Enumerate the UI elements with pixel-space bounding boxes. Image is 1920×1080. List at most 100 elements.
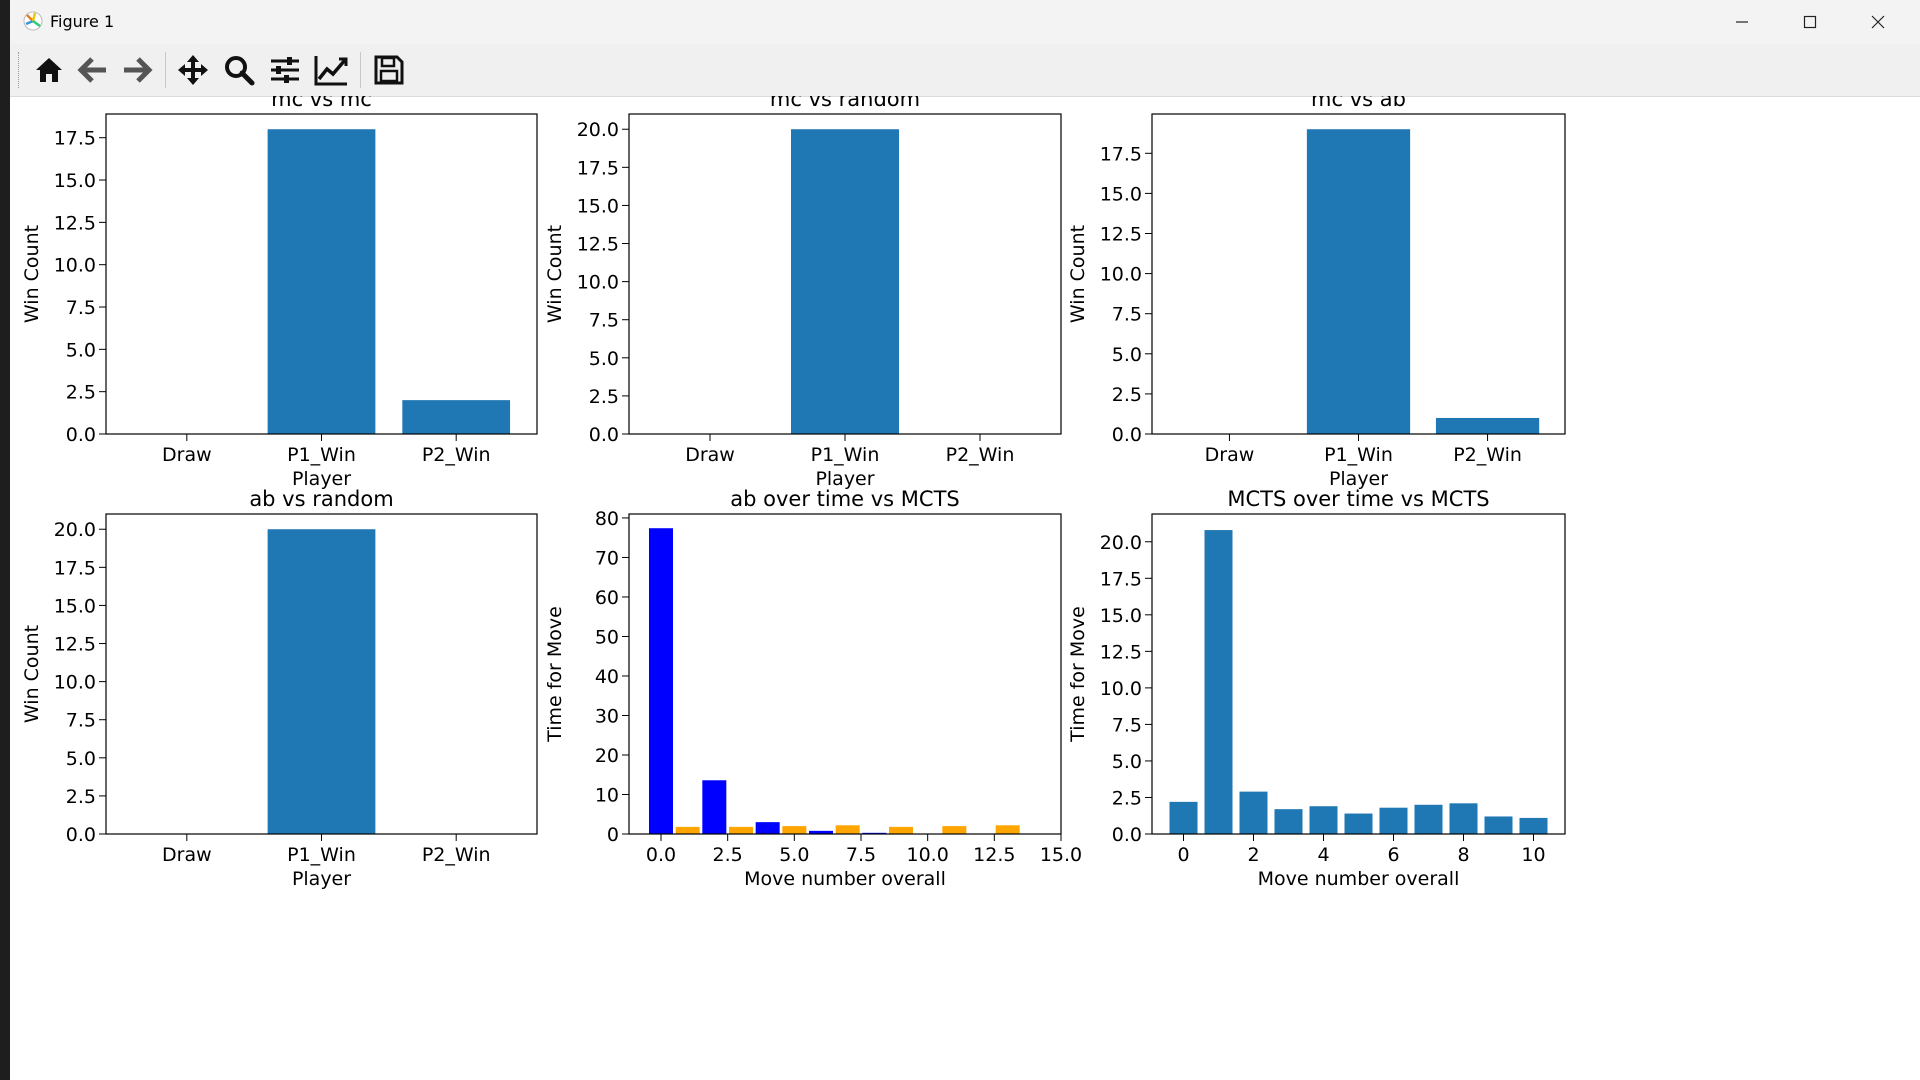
save-button[interactable] [368, 50, 410, 90]
subplot-mc-vs-random: mc vs random Player Win Count 0.0 2.5 5.0 7.5 1… [544, 96, 1062, 490]
x-tick-label: P2_Win [422, 444, 491, 466]
x-tick-label: 10.0 [907, 844, 949, 866]
x-tick-label: P1_Win [287, 444, 356, 466]
y-tick-label: 7.5 [1112, 304, 1142, 326]
y-axis-label: Time for Move [1067, 606, 1089, 743]
x-tick-label: P1_Win [1324, 444, 1393, 466]
y-tick-label: 30 [595, 705, 619, 727]
bar [1414, 804, 1443, 834]
bar [1204, 530, 1233, 834]
y-tick-label: 15.0 [1100, 605, 1142, 627]
line-chart-icon [314, 56, 348, 86]
navigation-toolbar [10, 44, 1920, 97]
x-tick-label: P1_Win [811, 444, 880, 466]
y-tick-label: 7.5 [1112, 714, 1142, 736]
axes-frame [1151, 513, 1566, 835]
axes-frame [628, 113, 1062, 435]
x-tick-label: 0.0 [646, 844, 676, 866]
bar-p1_win [1306, 129, 1411, 434]
window-title: Figure 1 [50, 12, 115, 31]
bar [1274, 809, 1303, 834]
bar-orange [729, 826, 753, 834]
home-button[interactable] [28, 50, 70, 90]
x-tick-label: Draw [162, 444, 212, 466]
magnifier-icon [225, 56, 255, 86]
configure-subplots-button[interactable] [264, 50, 306, 90]
x-tick-label: 0 [1177, 844, 1189, 866]
x-tick-label: Draw [685, 444, 735, 466]
bar [1239, 791, 1268, 834]
y-tick-label: 15.0 [54, 595, 96, 617]
bar-blue [649, 528, 673, 834]
bar-orange [889, 826, 913, 834]
y-tick-label: 17.5 [577, 157, 619, 179]
toolbar-grip [18, 52, 21, 88]
y-axis-label: Win Count [544, 225, 566, 323]
chart-title: mc vs random [770, 96, 920, 111]
y-axis-label: Win Count [21, 225, 43, 323]
bar [1519, 817, 1548, 834]
bar [1344, 813, 1373, 834]
y-tick-label: 10.0 [1100, 678, 1142, 700]
maximize-button[interactable] [1776, 0, 1844, 44]
y-axis-label: Win Count [1067, 225, 1089, 323]
bar-p1_win [267, 129, 376, 434]
bar-p2_win [1435, 417, 1540, 434]
edit-axis-button[interactable] [310, 50, 352, 90]
y-tick-label: 50 [595, 626, 619, 648]
y-tick-label: 15.0 [577, 195, 619, 217]
forward-button[interactable] [116, 50, 158, 90]
x-tick-label: 12.5 [973, 844, 1015, 866]
y-tick-label: 12.5 [54, 634, 96, 656]
figure-window: Figure 1 [10, 0, 1920, 1080]
bar-p1_win [791, 129, 899, 434]
zoom-button[interactable] [218, 50, 260, 90]
y-tick-label: 20 [595, 745, 619, 767]
y-tick-label: 5.0 [589, 348, 619, 370]
y-tick-label: 40 [595, 666, 619, 688]
toolbar-separator [165, 52, 166, 88]
sliders-icon [271, 57, 299, 83]
bar [1379, 807, 1408, 834]
bar [1484, 816, 1513, 834]
bar-orange [782, 826, 807, 834]
x-tick-label: P2_Win [422, 844, 491, 866]
close-button[interactable] [1844, 0, 1912, 44]
bar-orange [942, 826, 967, 834]
home-icon [36, 58, 62, 82]
bar [1169, 801, 1198, 834]
bar [1449, 803, 1478, 834]
x-tick-label: P2_Win [1453, 444, 1522, 466]
chart-title: ab vs random [249, 487, 393, 511]
x-tick-label: 6 [1387, 844, 1399, 866]
y-tick-label: 70 [595, 547, 619, 569]
arrow-right-icon [124, 57, 153, 83]
bar-orange [835, 825, 860, 834]
x-tick-label: 4 [1317, 844, 1329, 866]
y-tick-label: 0.0 [589, 424, 619, 446]
y-tick-label: 17.5 [1100, 568, 1142, 590]
y-tick-label: 0.0 [66, 424, 96, 446]
y-tick-label: 7.5 [589, 310, 619, 332]
x-axis-label: Player [292, 468, 351, 490]
bar-orange [995, 825, 1020, 834]
subplot-mc-vs-ab: mc vs ab Player Win Count 0.0 2.5 5.0 7.5 10.0 1… [1067, 96, 1566, 490]
x-tick-label: 2.5 [713, 844, 743, 866]
x-tick-label: P1_Win [287, 844, 356, 866]
y-tick-label: 2.5 [66, 382, 96, 404]
y-tick-label: 10.0 [1100, 264, 1142, 286]
x-axis-label: Player [292, 868, 351, 890]
x-axis-label: Move number overall [744, 868, 946, 890]
back-button[interactable] [72, 50, 114, 90]
pan-button[interactable] [172, 50, 214, 90]
figure-canvas: mc vs mc Player Win Count 0.0 2.5 5.0 7.5 10.0 1… [21, 96, 1566, 890]
y-tick-label: 17.5 [54, 557, 96, 579]
y-tick-label: 60 [595, 587, 619, 609]
toolbar-separator [360, 52, 361, 88]
x-tick-label: 7.5 [846, 844, 876, 866]
y-tick-label: 15.0 [54, 170, 96, 192]
minimize-button[interactable] [1708, 0, 1776, 44]
y-tick-label: 12.5 [1100, 641, 1142, 663]
subplot-ab-over-time-vs-mcts: ab over time vs MCTS Move number overall T… [544, 487, 1082, 890]
y-tick-label: 5.0 [1112, 344, 1142, 366]
